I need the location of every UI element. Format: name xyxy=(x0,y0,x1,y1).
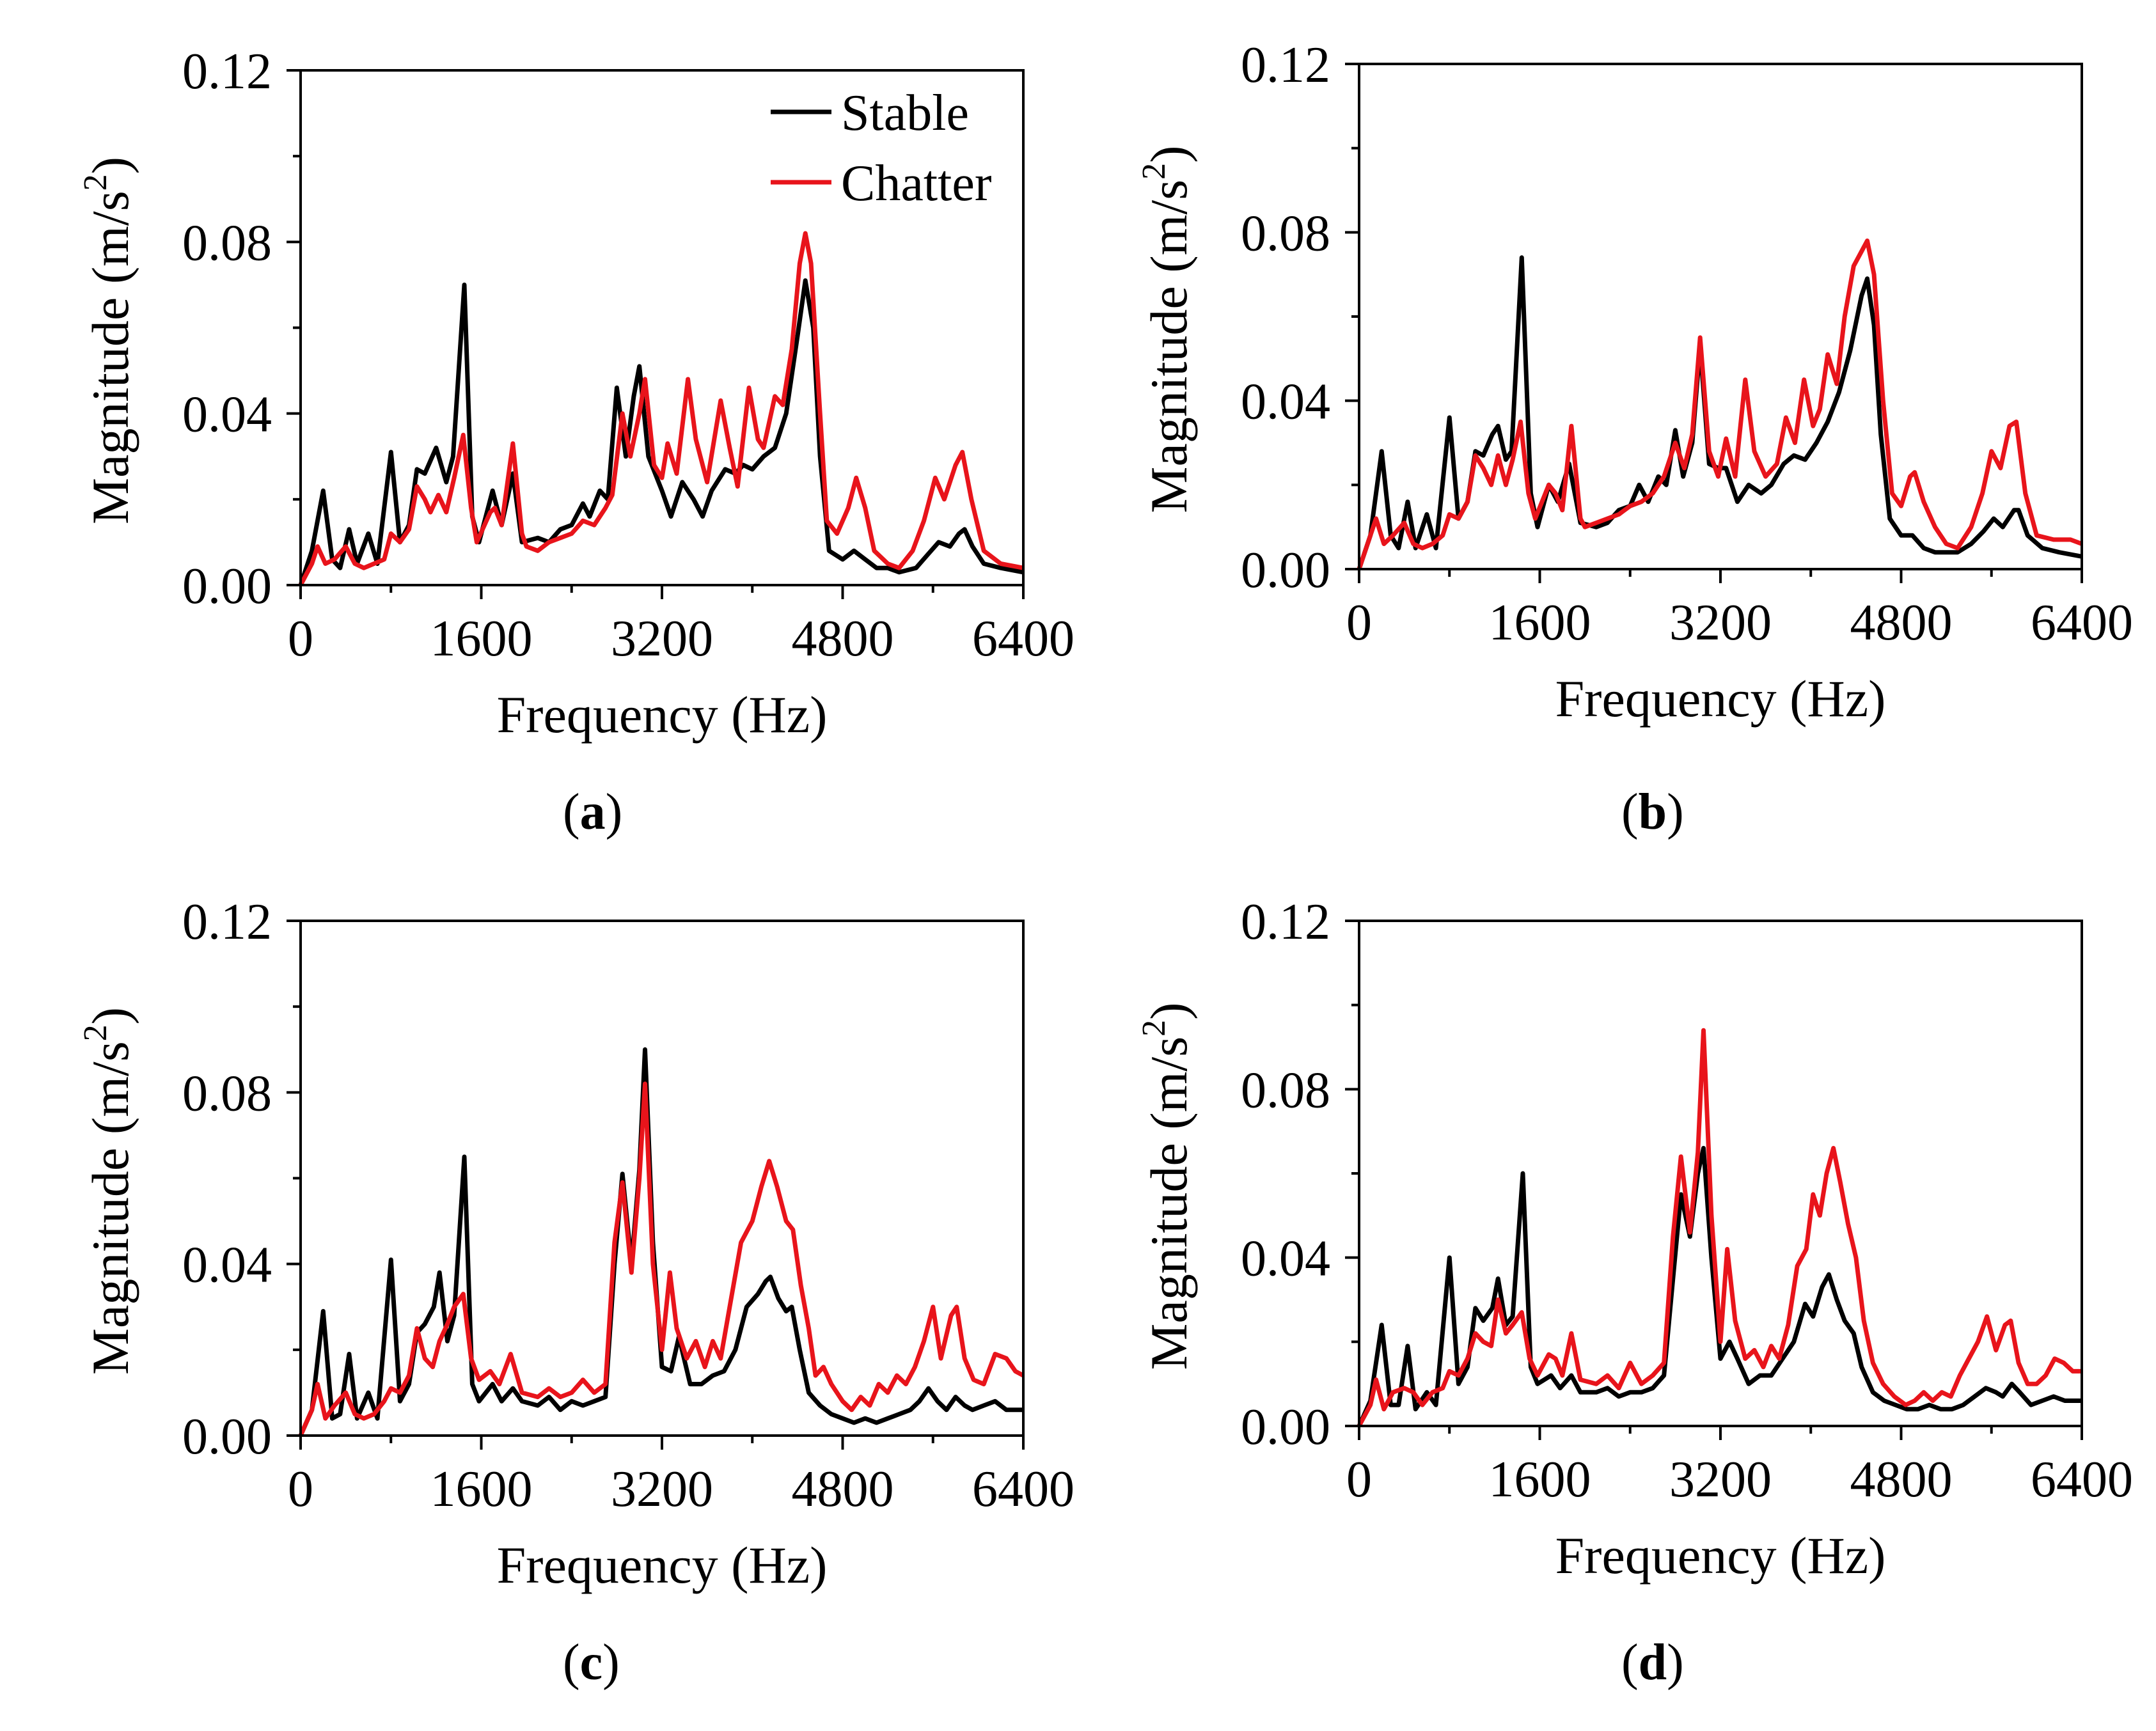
x-tick-label: 4800 xyxy=(792,1461,894,1517)
x-tick-label: 0 xyxy=(288,1461,313,1517)
x-tick-label: 3200 xyxy=(611,1461,713,1517)
y-tick-label: 0.08 xyxy=(1241,1062,1330,1118)
y-tick-label: 0.12 xyxy=(1241,37,1330,93)
panel-d-label: (d) xyxy=(1621,1634,1684,1691)
x-tick-label: 6400 xyxy=(2031,595,2133,651)
y-tick-label: 0.00 xyxy=(1241,542,1330,599)
panel-c: 0 1600 3200 4800 6400 0.00 0.04 0.08 0.12 Frequen… xyxy=(0,850,1087,1701)
series-line-stable xyxy=(1357,1146,2082,1427)
series-line-chatter xyxy=(1357,239,2083,570)
x-tick-label: 0 xyxy=(1346,595,1372,651)
x-tick-label: 6400 xyxy=(972,611,1074,667)
x-tick-label: 3200 xyxy=(1669,1452,1772,1508)
panel-b: 0 1600 3200 4800 6400 0.00 0.04 0.08 0.12 Frequen… xyxy=(1058,0,2146,850)
x-tick-label: 6400 xyxy=(2031,1452,2133,1508)
y-tick-label: 0.08 xyxy=(182,1065,272,1122)
y-tick-label: 0.12 xyxy=(1241,894,1330,950)
y-tick-label: 0.00 xyxy=(1241,1399,1330,1455)
x-tick-label: 1600 xyxy=(1489,1452,1591,1508)
plot-frame xyxy=(299,69,1025,586)
series-line-chatter xyxy=(1357,1028,2082,1427)
x-tick-label: 1600 xyxy=(430,1461,533,1517)
y-tick-label: 0.04 xyxy=(182,1237,272,1294)
y-axis-title: Magnitude (m/s2) xyxy=(77,157,139,524)
panel-b-label: (b) xyxy=(1621,784,1684,840)
panel-d: 0 1600 3200 4800 6400 0.00 0.04 0.08 0.12 Frequen… xyxy=(1058,850,2146,1701)
y-tick-label: 0.04 xyxy=(1241,374,1330,430)
x-axis-title: Frequency (Hz) xyxy=(497,685,828,744)
x-tick-label: 4800 xyxy=(1850,595,1953,651)
series-line-chatter xyxy=(298,1081,1025,1437)
x-tick-label: 4800 xyxy=(792,611,894,667)
x-tick-label: 3200 xyxy=(1669,595,1772,651)
legend-label-chatter: Chatter xyxy=(841,155,991,212)
y-tick-label: 0.00 xyxy=(182,1409,272,1465)
x-tick-label: 0 xyxy=(288,611,313,667)
y-axis-title: Magnitude (m/s2) xyxy=(1136,146,1198,513)
x-tick-label: 3200 xyxy=(611,611,713,667)
y-tick-label: 0.12 xyxy=(182,894,272,950)
panel-c-label: (c) xyxy=(563,1634,620,1691)
legend-label-stable: Stable xyxy=(841,85,969,141)
legend: Stable Chatter xyxy=(771,85,991,212)
chart-c: 0 1600 3200 4800 6400 0.00 0.04 0.08 0.12 Frequen… xyxy=(77,894,1074,1594)
y-tick-label: 0.08 xyxy=(182,215,272,271)
y-tick-label: 0.12 xyxy=(182,43,272,100)
y-tick-label: 0.00 xyxy=(182,558,272,615)
series-line-chatter xyxy=(298,231,1024,586)
x-tick-label: 6400 xyxy=(972,1461,1074,1517)
y-axis-title: Magnitude (m/s2) xyxy=(1136,1003,1198,1370)
chart-a: 0 1600 3200 4800 6400 0.00 0.04 0.08 0.12 Frequen… xyxy=(77,43,1074,744)
x-axis-title: Frequency (Hz) xyxy=(497,1536,828,1594)
y-tick-label: 0.04 xyxy=(182,387,272,443)
y-axis-title: Magnitude (m/s2) xyxy=(77,1007,139,1375)
panel-a-label: (a) xyxy=(563,784,623,840)
x-tick-label: 4800 xyxy=(1850,1452,1953,1508)
x-tick-label: 1600 xyxy=(430,611,533,667)
y-tick-label: 0.08 xyxy=(1241,205,1330,262)
panel-a: 0 1600 3200 4800 6400 0.00 0.04 0.08 0.12 Frequen… xyxy=(0,0,1087,850)
chart-d: 0 1600 3200 4800 6400 0.00 0.04 0.08 0.12 Frequen… xyxy=(1136,894,2133,1585)
chart-b: 0 1600 3200 4800 6400 0.00 0.04 0.08 0.12 Frequen… xyxy=(1136,37,2133,728)
x-tick-label: 1600 xyxy=(1489,595,1591,651)
x-tick-label: 0 xyxy=(1346,1452,1372,1508)
series-line-stable xyxy=(298,278,1024,586)
x-axis-title: Frequency (Hz) xyxy=(1555,1526,1886,1585)
y-tick-label: 0.04 xyxy=(1241,1231,1330,1287)
x-axis-title: Frequency (Hz) xyxy=(1555,670,1886,728)
